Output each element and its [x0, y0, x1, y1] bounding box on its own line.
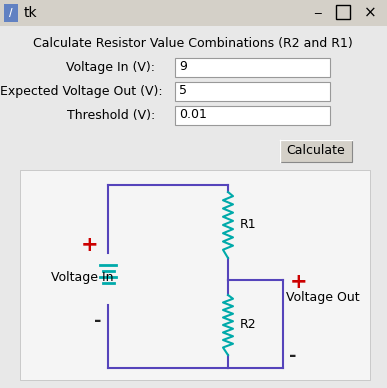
Bar [175, 106, 330, 125]
Text: tk: tk [24, 6, 38, 20]
Text: ─: ─ [315, 8, 321, 18]
Text: Voltage In: Voltage In [51, 270, 113, 284]
Text: 5: 5 [179, 85, 187, 97]
Text: Voltage Out: Voltage Out [286, 291, 360, 305]
Text: Threshold (V):: Threshold (V): [67, 109, 155, 121]
Bar [175, 82, 330, 101]
Text: /: / [9, 8, 13, 18]
Text: Voltage In (V):: Voltage In (V): [66, 61, 155, 73]
Text: +: + [290, 272, 308, 292]
Bar [20, 170, 370, 380]
Text: 9: 9 [179, 61, 187, 73]
Text: ×: × [364, 5, 377, 21]
Bar [175, 58, 330, 77]
Text: -: - [289, 347, 297, 365]
Text: Calculate Resistor Value Combinations (R2 and R1): Calculate Resistor Value Combinations (R… [33, 38, 353, 50]
Text: R2: R2 [240, 319, 257, 331]
Text: 0.01: 0.01 [179, 109, 207, 121]
Bar [0, 0, 387, 26]
Bar [336, 5, 350, 19]
Bar [4, 4, 18, 22]
Text: -: - [94, 312, 102, 330]
Text: Expected Voltage Out (V):: Expected Voltage Out (V): [0, 85, 163, 97]
Text: +: + [81, 235, 99, 255]
Text: Calculate: Calculate [287, 144, 345, 158]
Text: R1: R1 [240, 218, 257, 232]
Bar [280, 140, 352, 162]
